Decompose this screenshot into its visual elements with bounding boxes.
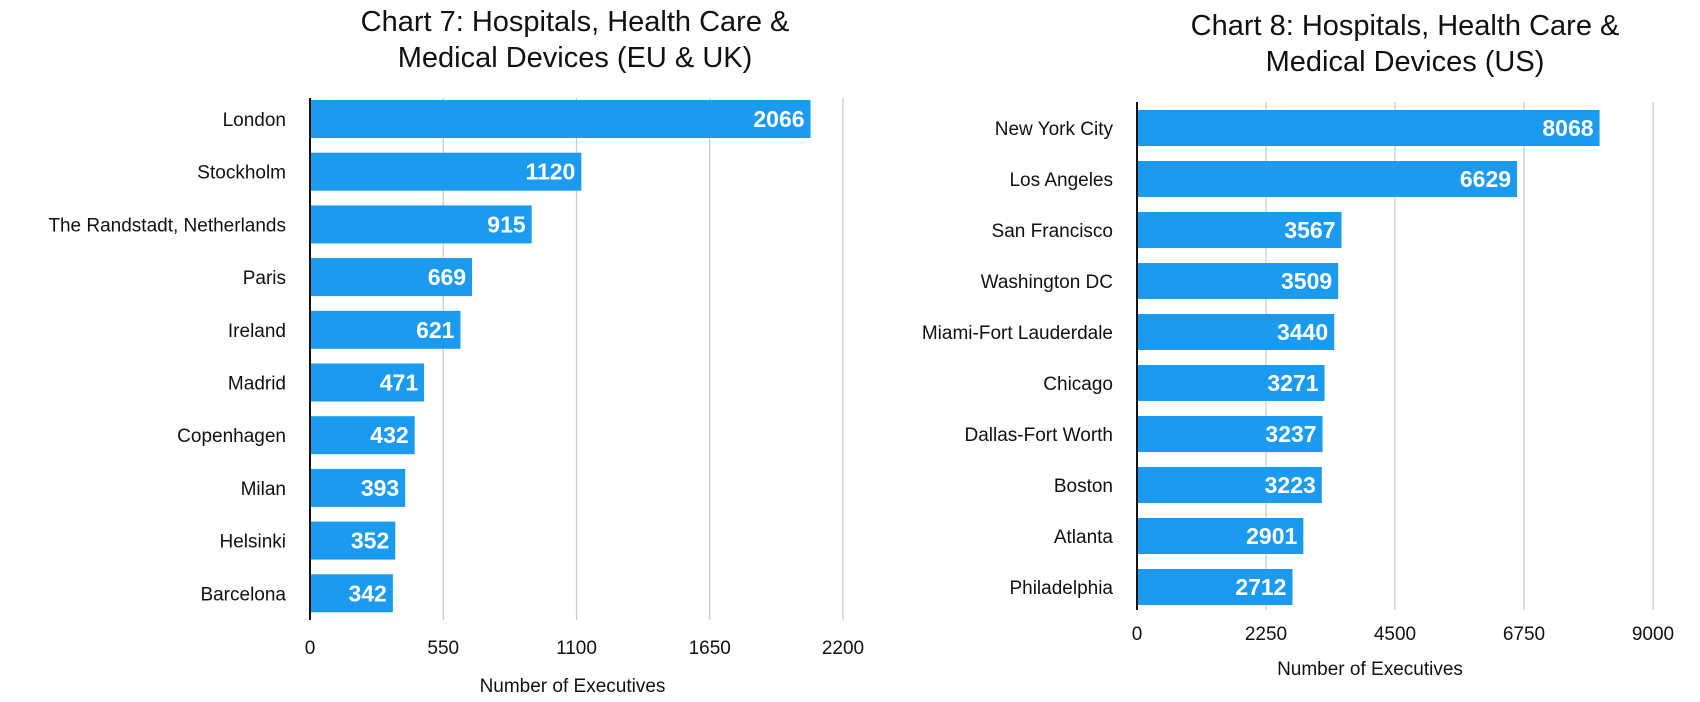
chart-8-value-label: 3237 bbox=[1265, 421, 1316, 447]
chart-7-bar bbox=[310, 205, 532, 244]
chart-8-bar bbox=[1137, 416, 1323, 452]
chart-7-tick-label: 0 bbox=[305, 638, 316, 659]
chart-7-value-label: 669 bbox=[428, 264, 466, 290]
chart-7-bar bbox=[310, 363, 425, 402]
chart-8-tick-label: 0 bbox=[1132, 624, 1143, 645]
chart-7-category-label: Stockholm bbox=[197, 163, 286, 184]
chart-8-value-label: 3567 bbox=[1284, 217, 1335, 243]
chart-7-tick-label: 1100 bbox=[556, 638, 597, 659]
chart-8-bar bbox=[1137, 110, 1600, 146]
chart-7-bar bbox=[310, 310, 461, 349]
chart-8-title-line-2: Medical Devices (US) bbox=[1265, 46, 1545, 78]
chart-7-category-label: Paris bbox=[243, 268, 286, 289]
chart-7-bar bbox=[310, 258, 473, 297]
chart-7-category-label: London bbox=[223, 110, 286, 131]
chart-7-value-label: 471 bbox=[380, 370, 419, 396]
chart-7-category-label: Madrid bbox=[228, 374, 286, 395]
chart-8-category-label: New York City bbox=[995, 119, 1114, 140]
chart-7-category-label: Milan bbox=[241, 479, 286, 500]
chart-8-bar bbox=[1137, 569, 1293, 605]
chart-7-x-axis-title: Number of Executives bbox=[480, 676, 666, 697]
chart-7-bar bbox=[310, 100, 811, 138]
chart-7-value-label: 1120 bbox=[525, 159, 575, 185]
chart-8-category-label: Miami-Fort Lauderdale bbox=[922, 323, 1113, 344]
chart-8-tick-label: 9000 bbox=[1632, 624, 1674, 645]
chart-8-tick-label: 2250 bbox=[1245, 624, 1287, 645]
chart-7-category-label: Helsinki bbox=[219, 532, 286, 553]
chart-7-value-label: 621 bbox=[416, 317, 455, 343]
chart-8-value-label: 8068 bbox=[1542, 115, 1593, 141]
chart-8-title: Chart 8: Hospitals, Health Care & Medica… bbox=[1130, 8, 1680, 80]
chart-8-value-label: 3509 bbox=[1281, 268, 1332, 294]
chart-7-title-line-2: Medical Devices (EU & UK) bbox=[397, 42, 753, 74]
chart-7-category-label: The Randstadt, Netherlands bbox=[48, 215, 286, 236]
chart-8-value-label: 2901 bbox=[1246, 523, 1297, 549]
chart-8-category-label: Dallas-Fort Worth bbox=[964, 425, 1113, 446]
chart-8-tick-label: 4500 bbox=[1374, 624, 1416, 645]
chart-7-bar bbox=[310, 574, 393, 613]
chart-8-category-label: Boston bbox=[1054, 476, 1113, 497]
chart-8-bar bbox=[1137, 365, 1325, 401]
chart-7-title: Chart 7: Hospitals, Health Care & Medica… bbox=[300, 4, 850, 76]
chart-8-tick-label: 6750 bbox=[1503, 624, 1545, 645]
chart-7-bar bbox=[310, 152, 582, 191]
chart-7-value-label: 2066 bbox=[753, 106, 804, 132]
chart-8-value-label: 2712 bbox=[1235, 574, 1286, 600]
chart-8-title-line-1: Chart 8: Hospitals, Health Care & bbox=[1190, 10, 1620, 42]
chart-8-x-axis-title: Number of Executives bbox=[1277, 659, 1463, 680]
chart-7-category-label: Barcelona bbox=[200, 584, 286, 605]
chart-8-bar bbox=[1137, 212, 1342, 248]
chart-7-value-label: 352 bbox=[351, 528, 389, 554]
chart-7-bar bbox=[310, 416, 415, 455]
chart-7-title-line-1: Chart 7: Hospitals, Health Care & bbox=[360, 6, 790, 38]
chart-8-category-label: San Francisco bbox=[992, 221, 1113, 242]
chart-8-category-label: Los Angeles bbox=[1009, 170, 1113, 191]
chart-7-category-label: Ireland bbox=[228, 321, 286, 342]
chart-7-value-label: 432 bbox=[370, 422, 408, 448]
chart-8-value-label: 3271 bbox=[1267, 370, 1318, 396]
chart-8-value-label: 3223 bbox=[1265, 472, 1316, 498]
chart-7-category-label: Copenhagen bbox=[177, 426, 286, 447]
chart-8-category-label: Atlanta bbox=[1054, 527, 1114, 548]
chart-7-tick-label: 1650 bbox=[689, 638, 731, 659]
chart-8-value-label: 6629 bbox=[1460, 166, 1511, 192]
chart-8-category-label: Chicago bbox=[1043, 374, 1113, 395]
chart-7-value-label: 342 bbox=[348, 580, 386, 606]
chart-8-category-label: Philadelphia bbox=[1009, 578, 1113, 599]
chart-7-bar bbox=[310, 468, 406, 507]
chart-8-bar bbox=[1137, 518, 1304, 554]
chart-8-value-label: 3440 bbox=[1277, 319, 1328, 345]
chart-7-value-label: 393 bbox=[361, 475, 399, 501]
chart-8-bar bbox=[1137, 161, 1518, 197]
chart-8-bar bbox=[1137, 467, 1322, 503]
chart-7-value-label: 915 bbox=[487, 211, 526, 237]
chart-7-bar bbox=[310, 521, 396, 560]
chart-7-tick-label: 2200 bbox=[822, 638, 864, 659]
chart-8-bar bbox=[1137, 263, 1339, 299]
chart-7-tick-label: 550 bbox=[427, 638, 459, 659]
chart-8-bar bbox=[1137, 314, 1335, 350]
chart-8-category-label: Washington DC bbox=[981, 272, 1113, 293]
